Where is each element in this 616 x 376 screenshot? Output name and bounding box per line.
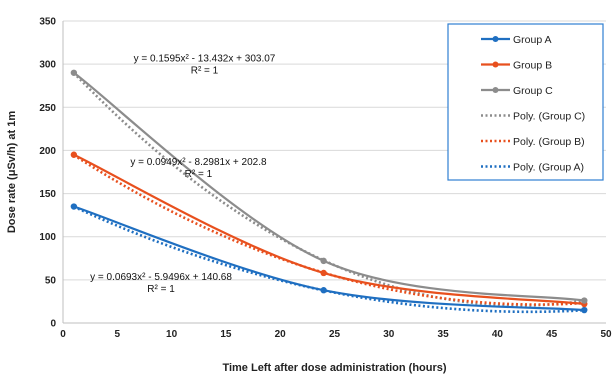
trendline-equation: y = 0.0693x² - 5.9496x + 140.68 xyxy=(90,272,232,283)
x-tick-label: 35 xyxy=(438,329,450,340)
x-tick-label: 0 xyxy=(60,329,66,340)
trendline-equation: y = 0.1595x² - 13.432x + 303.07 xyxy=(134,54,276,65)
y-tick-label: 0 xyxy=(50,319,56,330)
y-tick-label: 200 xyxy=(39,146,56,157)
legend-label: Group C xyxy=(513,85,553,97)
y-tick-label: 50 xyxy=(45,275,57,286)
legend-label: Group B xyxy=(513,59,552,71)
data-series xyxy=(70,69,588,314)
x-tick-label: 40 xyxy=(492,329,504,340)
legend: Group A Group B Group C Poly. (Group C) Poly… xyxy=(447,23,604,181)
legend-box xyxy=(447,23,604,181)
data-point xyxy=(70,151,78,158)
axes xyxy=(62,21,606,324)
trendline-equation: y = 0.0949x² - 8.2981x + 202.8 xyxy=(130,157,267,168)
trendline-r-squared: R² = 1 xyxy=(185,169,213,180)
y-tick-label: 350 xyxy=(39,17,56,28)
legend-label: Poly. (Group B) xyxy=(513,136,585,148)
legend-marker xyxy=(492,87,499,93)
x-tick-label: 5 xyxy=(115,329,121,340)
trendline xyxy=(73,205,585,314)
legend-label: Group A xyxy=(513,34,552,46)
data-point xyxy=(70,203,78,210)
x-axis-title: Time Left after dose administration (hou… xyxy=(222,362,446,374)
data-point xyxy=(320,287,327,294)
legend-label: Poly. (Group A) xyxy=(513,161,584,173)
y-tick-label: 150 xyxy=(39,189,56,200)
legend-label: Poly. (Group C) xyxy=(513,110,585,122)
x-tick-labels: 0 5 10 15 20 25 30 35 40 45 50 xyxy=(60,329,612,340)
y-tick-label: 250 xyxy=(39,103,56,114)
x-tick-label: 25 xyxy=(329,329,341,340)
y-axis-title: Dose rate (μSv/h) at 1m xyxy=(6,111,18,233)
data-point xyxy=(581,297,588,304)
trendline xyxy=(73,153,585,306)
data-point xyxy=(320,269,327,277)
trendline-r-squared: R² = 1 xyxy=(191,66,219,77)
x-tick-label: 15 xyxy=(220,329,232,340)
data-point xyxy=(320,257,327,265)
legend-marker xyxy=(492,36,499,42)
x-tick-label: 50 xyxy=(600,329,612,340)
y-tick-label: 100 xyxy=(39,232,56,243)
y-tick-label: 300 xyxy=(39,60,56,71)
legend-marker xyxy=(492,61,499,68)
x-tick-label: 20 xyxy=(275,329,287,340)
data-point xyxy=(70,69,78,76)
y-tick-labels: 0 50 100 150 200 250 300 350 xyxy=(39,17,56,330)
data-point xyxy=(581,306,588,314)
x-tick-label: 30 xyxy=(383,329,395,340)
x-tick-label: 10 xyxy=(166,329,178,340)
x-tick-label: 45 xyxy=(546,329,558,340)
trendline-r-squared: R² = 1 xyxy=(147,284,175,295)
